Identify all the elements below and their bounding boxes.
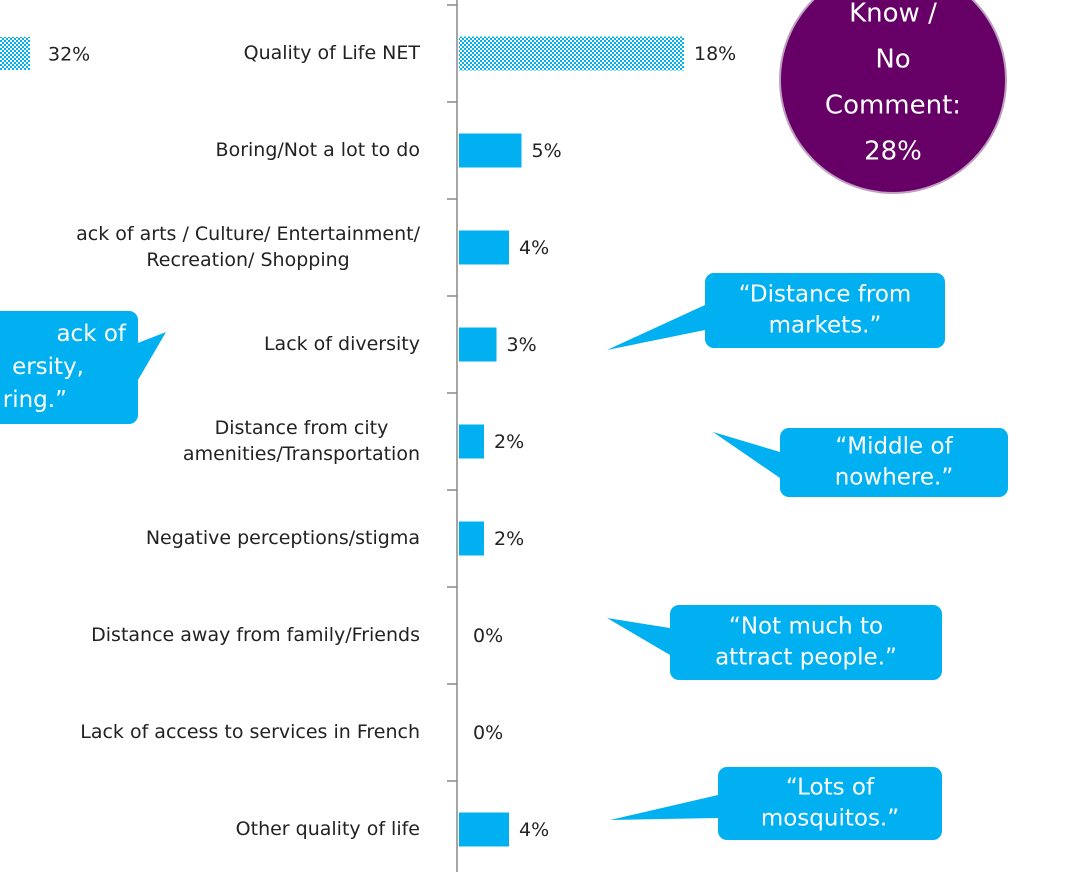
category-label: amenities/Transportation — [183, 443, 420, 465]
value-label: 4% — [519, 237, 549, 259]
category-label: Recreation/ Shopping — [146, 249, 349, 271]
category-label: Lack of access to services in French — [80, 721, 420, 743]
category-label: Distance away from family/Friends — [91, 624, 420, 646]
callout-text: “Distance from — [739, 282, 912, 308]
value-label: 0% — [473, 625, 503, 647]
callout-text: ersity, — [12, 354, 84, 380]
value-label: 0% — [473, 722, 503, 744]
callout-pointer — [713, 432, 780, 478]
bar — [459, 133, 522, 168]
category-label: Negative perceptions/stigma — [146, 527, 420, 549]
callout-pointer — [120, 332, 166, 380]
value-label: 18% — [694, 43, 736, 65]
callout-text: markets.” — [769, 313, 882, 339]
bar — [459, 327, 497, 362]
circle-text: No — [875, 45, 910, 75]
circle-text: Know / — [849, 0, 937, 29]
category-label: ack of arts / Culture/ Entertainment/ — [76, 223, 420, 245]
callout-box — [718, 767, 942, 840]
callout-pointer — [607, 618, 670, 655]
category-label: Distance from city — [215, 417, 389, 439]
value-label: 2% — [494, 528, 524, 550]
value-label: 4% — [519, 819, 549, 841]
callout-text: attract people.” — [715, 645, 897, 671]
circle-text: 28% — [864, 137, 922, 167]
callout-text: ring.” — [3, 387, 67, 413]
callout-text: “Not much to — [729, 614, 883, 640]
callout-text: “Lots of — [786, 775, 875, 801]
value-label: 2% — [494, 431, 524, 453]
callout-box — [780, 428, 1008, 497]
bar — [459, 812, 509, 847]
callout-box — [670, 605, 942, 680]
category-label: Quality of Life NET — [244, 42, 421, 64]
callout-pointer — [607, 305, 705, 350]
callout-text: mosquitos.” — [761, 806, 899, 832]
callout-pointer — [610, 795, 718, 820]
value-label: 5% — [532, 140, 562, 162]
bar — [459, 36, 684, 71]
callout-text: nowhere.” — [835, 465, 954, 491]
bar — [459, 424, 484, 459]
category-label: Boring/Not a lot to do — [216, 139, 420, 161]
bar — [459, 521, 484, 556]
category-label: Other quality of life — [236, 818, 420, 840]
callout-text: ack of — [56, 321, 126, 347]
value-label: 32% — [48, 44, 90, 66]
callout-box — [0, 311, 138, 424]
callout-text: “Middle of — [835, 434, 953, 460]
bar — [459, 230, 509, 265]
comment-circle — [779, 0, 1007, 194]
circle-text: Comment: — [825, 91, 961, 121]
callout-box — [705, 273, 945, 348]
value-label: 3% — [507, 334, 537, 356]
bar — [0, 37, 30, 70]
category-label: Lack of diversity — [264, 333, 420, 355]
